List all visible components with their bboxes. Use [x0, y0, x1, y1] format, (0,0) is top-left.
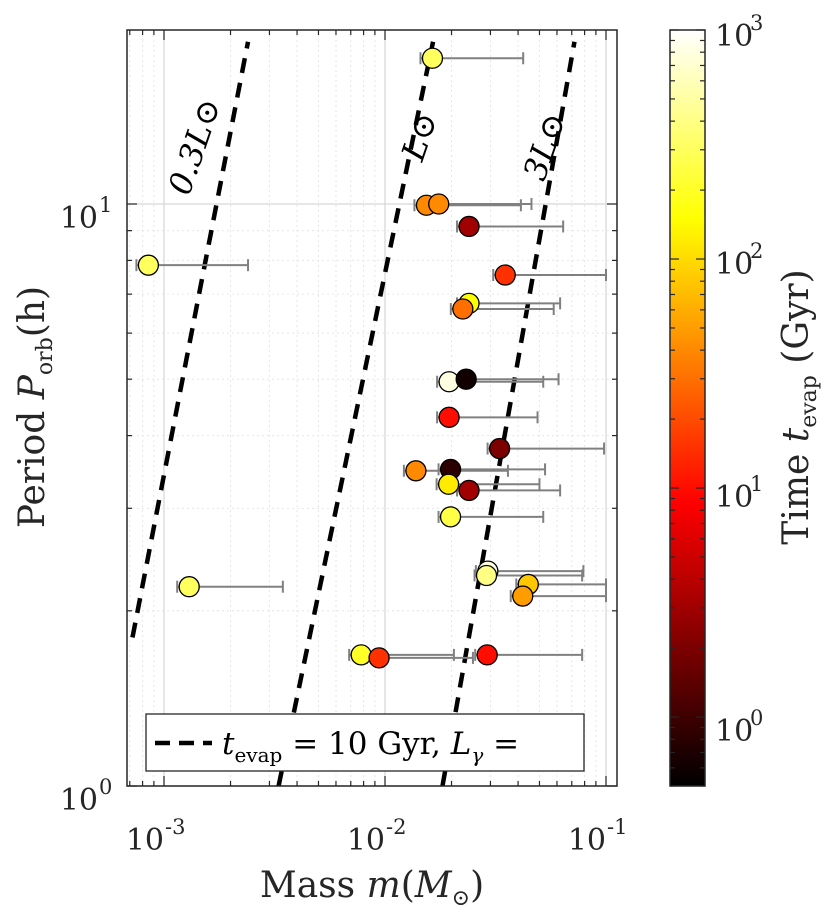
evap-line-0 [130, 41, 251, 638]
y-tick-label-0-exp: 0 [99, 775, 112, 799]
x-tick-label-0: 10 [126, 823, 164, 858]
y-tick-label-0: 10 [60, 783, 98, 818]
y-axis-title: Period Porb(h) [12, 286, 58, 528]
legend-box [145, 713, 585, 772]
tick-marks [127, 30, 617, 787]
data-point-3 [428, 193, 450, 215]
colorbar-tick-label-3: 10 [715, 19, 753, 54]
colorbar-tick-label-2-exp: 2 [750, 239, 763, 263]
data-point-23 [368, 647, 390, 669]
colorbar-tick-label-0-exp: 0 [750, 706, 763, 730]
x-axis-title: Mass m(M⊙) [260, 865, 484, 911]
data-point-4 [458, 215, 480, 238]
data-point-22 [350, 644, 372, 666]
data-points [137, 47, 539, 669]
y-tick-label-1-exp: 1 [99, 193, 112, 217]
data-point-9 [455, 368, 477, 390]
data-point-21 [178, 576, 200, 598]
evaporation-lines [130, 41, 577, 786]
data-point-7 [452, 298, 474, 320]
data-point-24 [476, 644, 498, 666]
x-tick-label-0-exp: -3 [165, 815, 185, 839]
x-tick-label-2: 10 [568, 823, 606, 858]
colorbar-tick-label-1: 10 [715, 480, 753, 515]
data-point-14 [437, 473, 460, 495]
evap-line-2 [440, 41, 577, 786]
data-point-20 [512, 585, 534, 607]
legend-label: tevap = 10 Gyr, Lγ = [222, 726, 519, 767]
colorbar: 10 0 10 1 10 2 10 3 Time tevap (Gyr) [669, 11, 822, 787]
data-point-0 [421, 47, 444, 69]
data-point-5 [494, 264, 516, 286]
y-tick-labels: 10 0 10 1 [60, 193, 113, 818]
x-tick-labels: 10 -3 10 -2 10 -1 [126, 815, 628, 858]
legend: tevap = 10 Gyr, Lγ = [145, 713, 585, 772]
colorbar-tick-label-2: 10 [715, 247, 753, 282]
data-point-12 [405, 460, 427, 482]
plot-frame [126, 29, 618, 787]
evap-line-1 [276, 41, 436, 786]
data-point-18 [475, 564, 498, 587]
colorbar-tick-label-3-exp: 3 [750, 11, 763, 35]
data-point-15 [458, 479, 480, 502]
x-tick-label-2-exp: -1 [607, 815, 627, 839]
data-point-11 [488, 437, 511, 460]
data-point-16 [439, 506, 462, 528]
colorbar-gradient [669, 29, 706, 787]
data-point-1 [137, 254, 160, 276]
colorbar-title: Time tevap (Gyr) [776, 269, 822, 544]
colorbar-ticks [670, 29, 705, 787]
colorbar-tick-label-0: 10 [715, 714, 753, 749]
colorbar-tick-label-1-exp: 1 [750, 472, 763, 496]
x-tick-label-1: 10 [347, 823, 385, 858]
y-tick-label-1: 10 [60, 201, 98, 236]
x-tick-label-1-exp: -2 [386, 815, 406, 839]
data-point-10 [438, 406, 460, 428]
